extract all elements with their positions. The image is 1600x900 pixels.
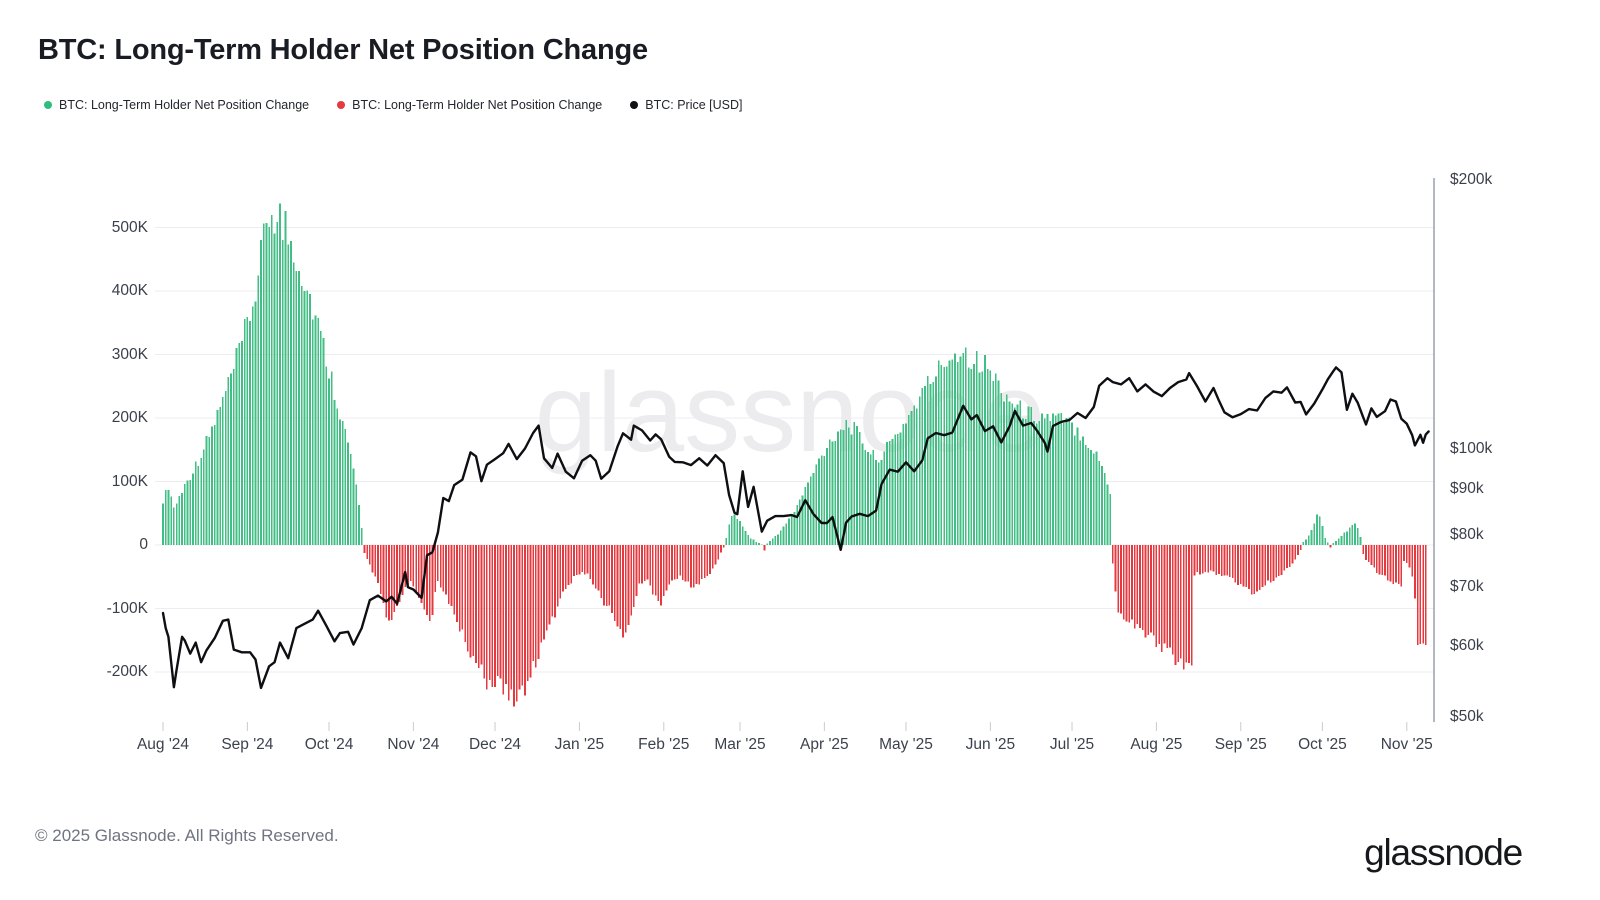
legend-label: BTC: Long-Term Holder Net Position Chang… [59, 98, 310, 112]
footer-copyright: © 2025 Glassnode. All Rights Reserved. [35, 826, 339, 845]
legend-dot-red-icon [337, 101, 346, 109]
page-title: BTC: Long-Term Holder Net Position Chang… [38, 34, 648, 66]
chart-legend: BTC: Long-Term Holder Net Position Chang… [44, 98, 743, 112]
legend-dot-green-icon [44, 101, 52, 109]
legend-label: BTC: Price [USD] [645, 98, 743, 112]
legend-dot-black-icon [630, 101, 639, 109]
legend-label: BTC: Long-Term Holder Net Position Chang… [352, 98, 603, 112]
legend-item-net-position-negative[interactable]: BTC: Long-Term Holder Net Position Chang… [337, 98, 602, 112]
legend-item-price[interactable]: BTC: Price [USD] [630, 98, 743, 112]
glassnode-logo[interactable]: glassnode [1364, 832, 1523, 873]
legend-item-net-position-positive[interactable]: BTC: Long-Term Holder Net Position Chang… [44, 98, 309, 112]
